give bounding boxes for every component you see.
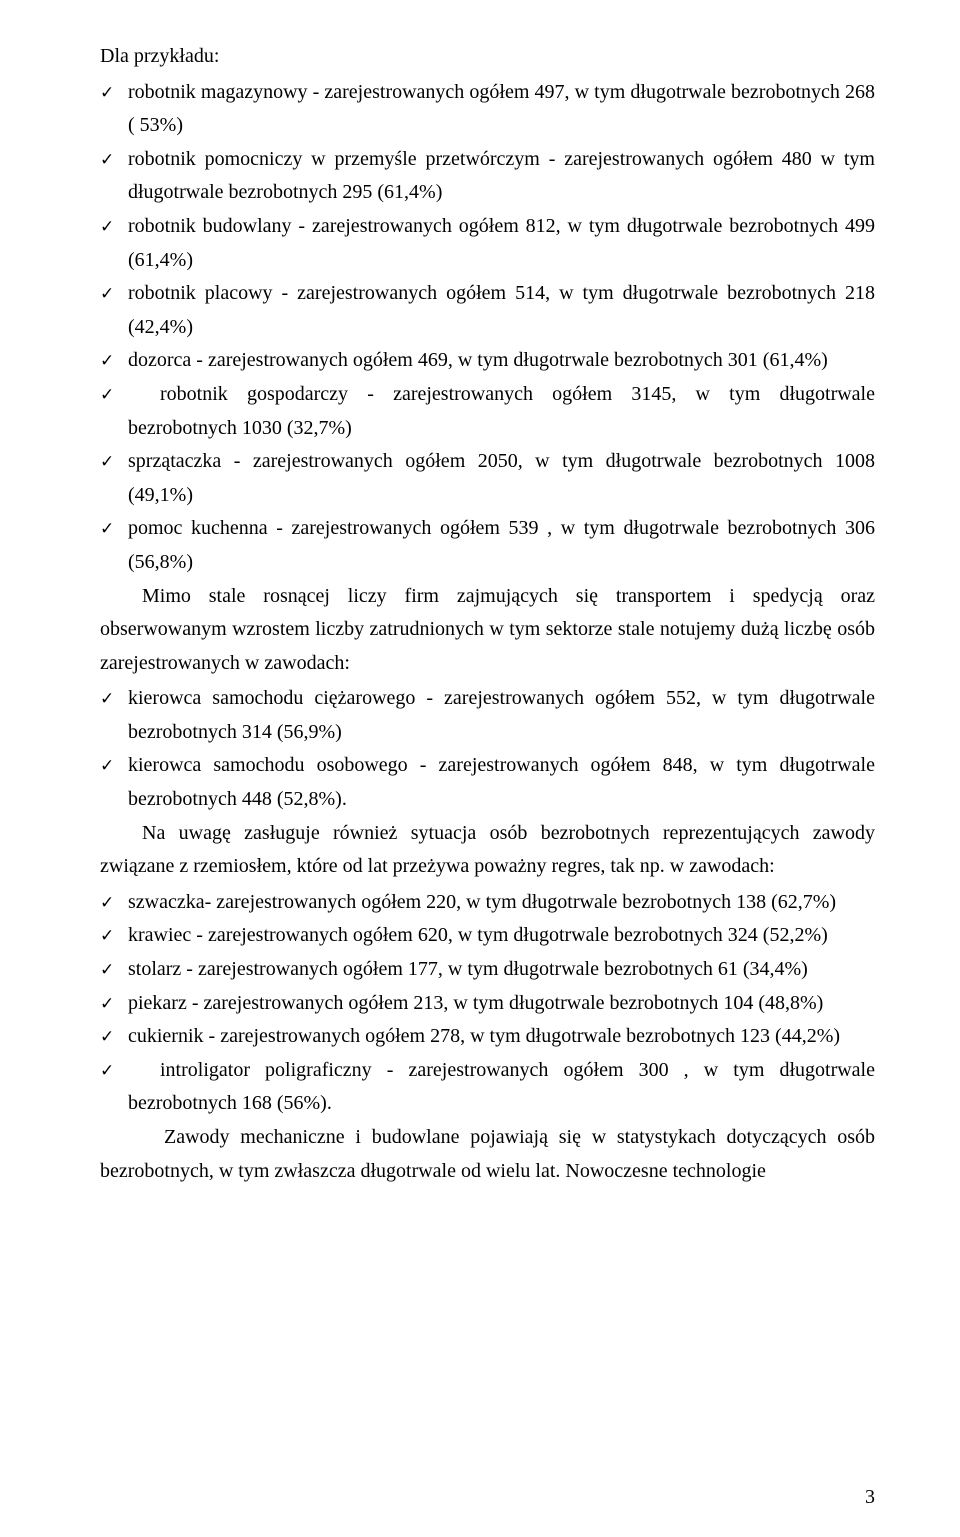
checkmark-icon: ✓ <box>100 344 128 377</box>
checkmark-icon: ✓ <box>100 749 128 782</box>
list-item: ✓ introligator poligraficzny - zarejestr… <box>100 1054 875 1121</box>
list-item-text: cukiernik - zarejestrowanych ogółem 278,… <box>128 1020 875 1054</box>
list-item-text: robotnik placowy - zarejestrowanych ogół… <box>128 277 875 344</box>
checkmark-icon: ✓ <box>100 445 128 478</box>
list-item-text: robotnik gospodarczy - zarejestrowanych … <box>128 378 875 445</box>
list-item: ✓ robotnik magazynowy - zarejestrowanych… <box>100 76 875 143</box>
checkmark-icon: ✓ <box>100 1020 128 1053</box>
list-item: ✓ kierowca samochodu ciężarowego - zarej… <box>100 682 875 749</box>
checkmark-icon: ✓ <box>100 378 128 411</box>
list-item-text: introligator poligraficzny - zarejestrow… <box>128 1054 875 1121</box>
checkmark-icon: ✓ <box>100 886 128 919</box>
checkmark-icon: ✓ <box>100 210 128 243</box>
checkmark-icon: ✓ <box>100 682 128 715</box>
list-item-text: robotnik budowlany - zarejestrowanych og… <box>128 210 875 277</box>
list-item: ✓ robotnik gospodarczy - zarejestrowanyc… <box>100 378 875 445</box>
list-item-text: sprzątaczka - zarejestrowanych ogółem 20… <box>128 445 875 512</box>
list-item: ✓ piekarz - zarejestrowanych ogółem 213,… <box>100 987 875 1021</box>
paragraph: Na uwagę zasługuje również sytuacja osób… <box>100 817 875 884</box>
checkmark-icon: ✓ <box>100 277 128 310</box>
paragraph: Zawody mechaniczne i budowlane pojawiają… <box>100 1121 875 1188</box>
list-item-text: piekarz - zarejestrowanych ogółem 213, w… <box>128 987 875 1021</box>
paragraph: Mimo stale rosnącej liczy firm zajmujący… <box>100 580 875 681</box>
list-item-text: robotnik magazynowy - zarejestrowanych o… <box>128 76 875 143</box>
list-item: ✓ robotnik budowlany - zarejestrowanych … <box>100 210 875 277</box>
list-item: ✓ sprzątaczka - zarejestrowanych ogółem … <box>100 445 875 512</box>
checkmark-icon: ✓ <box>100 987 128 1020</box>
list-item-text: kierowca samochodu osobowego - zarejestr… <box>128 749 875 816</box>
list-item-text: pomoc kuchenna - zarejestrowanych ogółem… <box>128 512 875 579</box>
list-item: ✓ robotnik pomocniczy w przemyśle przetw… <box>100 143 875 210</box>
page-number: 3 <box>865 1486 875 1509</box>
checkmark-icon: ✓ <box>100 1054 128 1087</box>
list-item: ✓ pomoc kuchenna - zarejestrowanych ogół… <box>100 512 875 579</box>
list-item: ✓ szwaczka- zarejestrowanych ogółem 220,… <box>100 886 875 920</box>
checkmark-icon: ✓ <box>100 76 128 109</box>
list-item-text: stolarz - zarejestrowanych ogółem 177, w… <box>128 953 875 987</box>
checkmark-icon: ✓ <box>100 953 128 986</box>
list-item-text: krawiec - zarejestrowanych ogółem 620, w… <box>128 919 875 953</box>
list-item-text: robotnik pomocniczy w przemyśle przetwór… <box>128 143 875 210</box>
intro-line: Dla przykładu: <box>100 40 875 74</box>
checkmark-icon: ✓ <box>100 919 128 952</box>
list-item: ✓ robotnik placowy - zarejestrowanych og… <box>100 277 875 344</box>
checkmark-icon: ✓ <box>100 143 128 176</box>
list-item: ✓ dozorca - zarejestrowanych ogółem 469,… <box>100 344 875 378</box>
list-item: ✓ stolarz - zarejestrowanych ogółem 177,… <box>100 953 875 987</box>
list-item: ✓ cukiernik - zarejestrowanych ogółem 27… <box>100 1020 875 1054</box>
list-item: ✓ krawiec - zarejestrowanych ogółem 620,… <box>100 919 875 953</box>
document-page: Dla przykładu: ✓ robotnik magazynowy - z… <box>0 0 960 1537</box>
list-item-text: dozorca - zarejestrowanych ogółem 469, w… <box>128 344 875 378</box>
checkmark-icon: ✓ <box>100 512 128 545</box>
list-item-text: kierowca samochodu ciężarowego - zarejes… <box>128 682 875 749</box>
list-item-text: szwaczka- zarejestrowanych ogółem 220, w… <box>128 886 875 920</box>
list-item: ✓ kierowca samochodu osobowego - zarejes… <box>100 749 875 816</box>
